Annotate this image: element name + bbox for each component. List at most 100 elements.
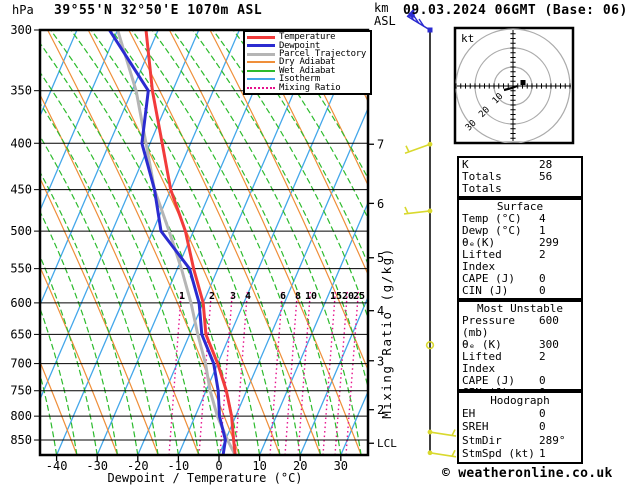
wet-adiabat-line [212,30,368,320]
index-row: Dewp (°C) 1 [462,225,581,237]
wind-barb-column [403,8,457,458]
mixing-ratio-line [322,289,337,455]
most-unstable-box-title: Most Unstable [476,302,564,315]
station-title: 39°55'N 32°50'E 1070m ASL [54,3,263,18]
index-label: Totals Totals [462,170,502,195]
parcel-trace [116,30,237,455]
wet-adiabat-line [151,30,342,455]
index-row: SREH 0 [462,421,581,433]
index-row: CIN (J) 0 [462,285,581,297]
isotherm-line [259,201,368,455]
wind-barb-icon [403,206,431,215]
isotherm-line [137,30,322,455]
mixing-ratio-line [334,289,349,455]
index-row: K 28 [462,159,581,171]
dry-adiabat-line [128,30,322,455]
wet-adiabat-line [171,30,362,455]
mixing-ratio-value-label: 25 [353,291,365,302]
index-row: Lifted Index 2 [462,249,581,273]
index-label: Dewp (°C) [462,224,522,237]
index-row: Temp (°C) 4 [462,213,581,225]
index-value: 300 [539,338,559,351]
index-label: StmSpd (kt) [462,447,535,461]
dry-adiabat-line [40,360,78,455]
temp-tick-label: -30 [86,459,108,473]
index-row: Pressure (mb) 600 [462,315,581,339]
pressure-tick-label: 850 [10,433,32,447]
temp-tick-label: 10 [252,459,266,473]
legend-label: Wet Adiabat [279,65,336,76]
mixing-ratio-line [269,289,284,455]
km-tick-label: 2 [377,403,384,417]
legend-item-dry-adiabat: Dry Adiabat [247,58,368,67]
index-value: 2 [539,248,546,261]
mixing-ratio-line [234,289,249,455]
altitude-unit-label-km: km [374,1,389,15]
index-row: CAPE (J) 0 [462,375,581,387]
wet-adiabat-line [232,30,368,266]
dewpoint-line-swatch [247,44,275,48]
index-label: EH [462,407,476,421]
isotherm-line [56,30,240,455]
isotherm-line [40,30,159,307]
legend-item-parcel: Parcel Trajectory [247,50,368,59]
index-row: StmSpd (kt) 1 [462,448,581,460]
index-value: 2 [539,350,546,363]
index-value: 0 [539,374,546,387]
legend-label: Mixing Ratio [279,82,341,93]
wind-barb-flag [407,8,415,18]
dry-adiabat-line [87,30,281,455]
index-label: θₑ (K) [462,338,502,351]
index-label: Temp (°C) [462,212,522,225]
legend-label: Temperature [279,32,336,43]
index-label: CAPE (J) [462,272,515,285]
wet-adiabat-line [40,254,98,455]
dry-adiabat-line-swatch [247,61,275,64]
lcl-label: LCL [377,437,397,450]
mixing-ratio-value-label: 10 [305,291,317,302]
temperature-trace [144,30,237,455]
most-unstable-box: Most Unstable Pressure (mb) 600 θₑ (K) 300… [457,300,583,399]
mixing-ratio-value-label: 20 [342,291,354,302]
index-row: CAPE (J) 0 [462,273,581,285]
dry-adiabat-lines [40,30,368,455]
wet-adiabat-line [40,306,78,455]
dewpoint-trace [108,30,227,455]
isotherm-line [299,295,368,455]
pressure-tick-label: 750 [10,384,32,398]
dry-adiabat-line [40,176,159,455]
dry-adiabat-line [40,93,200,455]
pressure-tick-label: 800 [10,409,32,423]
wet-adiabat-line [40,372,58,455]
index-value: 28 [539,158,553,171]
wet-adiabat-line [70,30,261,455]
mixing-ratio-line [284,289,299,455]
wet-adiabat-line [40,102,179,455]
km-tick-label: 6 [377,197,384,211]
mixing-ratio-line [198,289,213,455]
hodograph-trace [503,84,518,92]
wind-barb-origin [427,27,433,33]
temp-tick-label: 0 [215,459,222,473]
parcel-trace-line [116,30,237,455]
index-row: θₑ(K) 299 [462,237,581,249]
mixing-ratio-value-label: 4 [245,291,251,302]
mixing-ratio-value-label: 8 [295,291,301,302]
legend-item-isotherm: Isotherm [247,75,368,84]
index-value: 0 [539,407,546,421]
surface-box-title: Surface [496,200,544,213]
index-value: 0 [539,420,546,434]
mixing-ratio-line [168,289,183,455]
chart-legend: Temperature Dewpoint Parcel Trajectory D… [243,30,372,95]
temperature-trace-line [144,30,237,455]
calm-wind-icon [425,340,435,350]
hodograph-box-title: Hodograph [490,393,550,407]
altitude-unit-label-asl: ASL [374,14,396,28]
km-tick-label: 4 [377,304,384,318]
wet-adiabat-line [131,30,322,455]
pressure-tick-label: 500 [10,224,32,238]
index-value: 289° [539,433,566,447]
